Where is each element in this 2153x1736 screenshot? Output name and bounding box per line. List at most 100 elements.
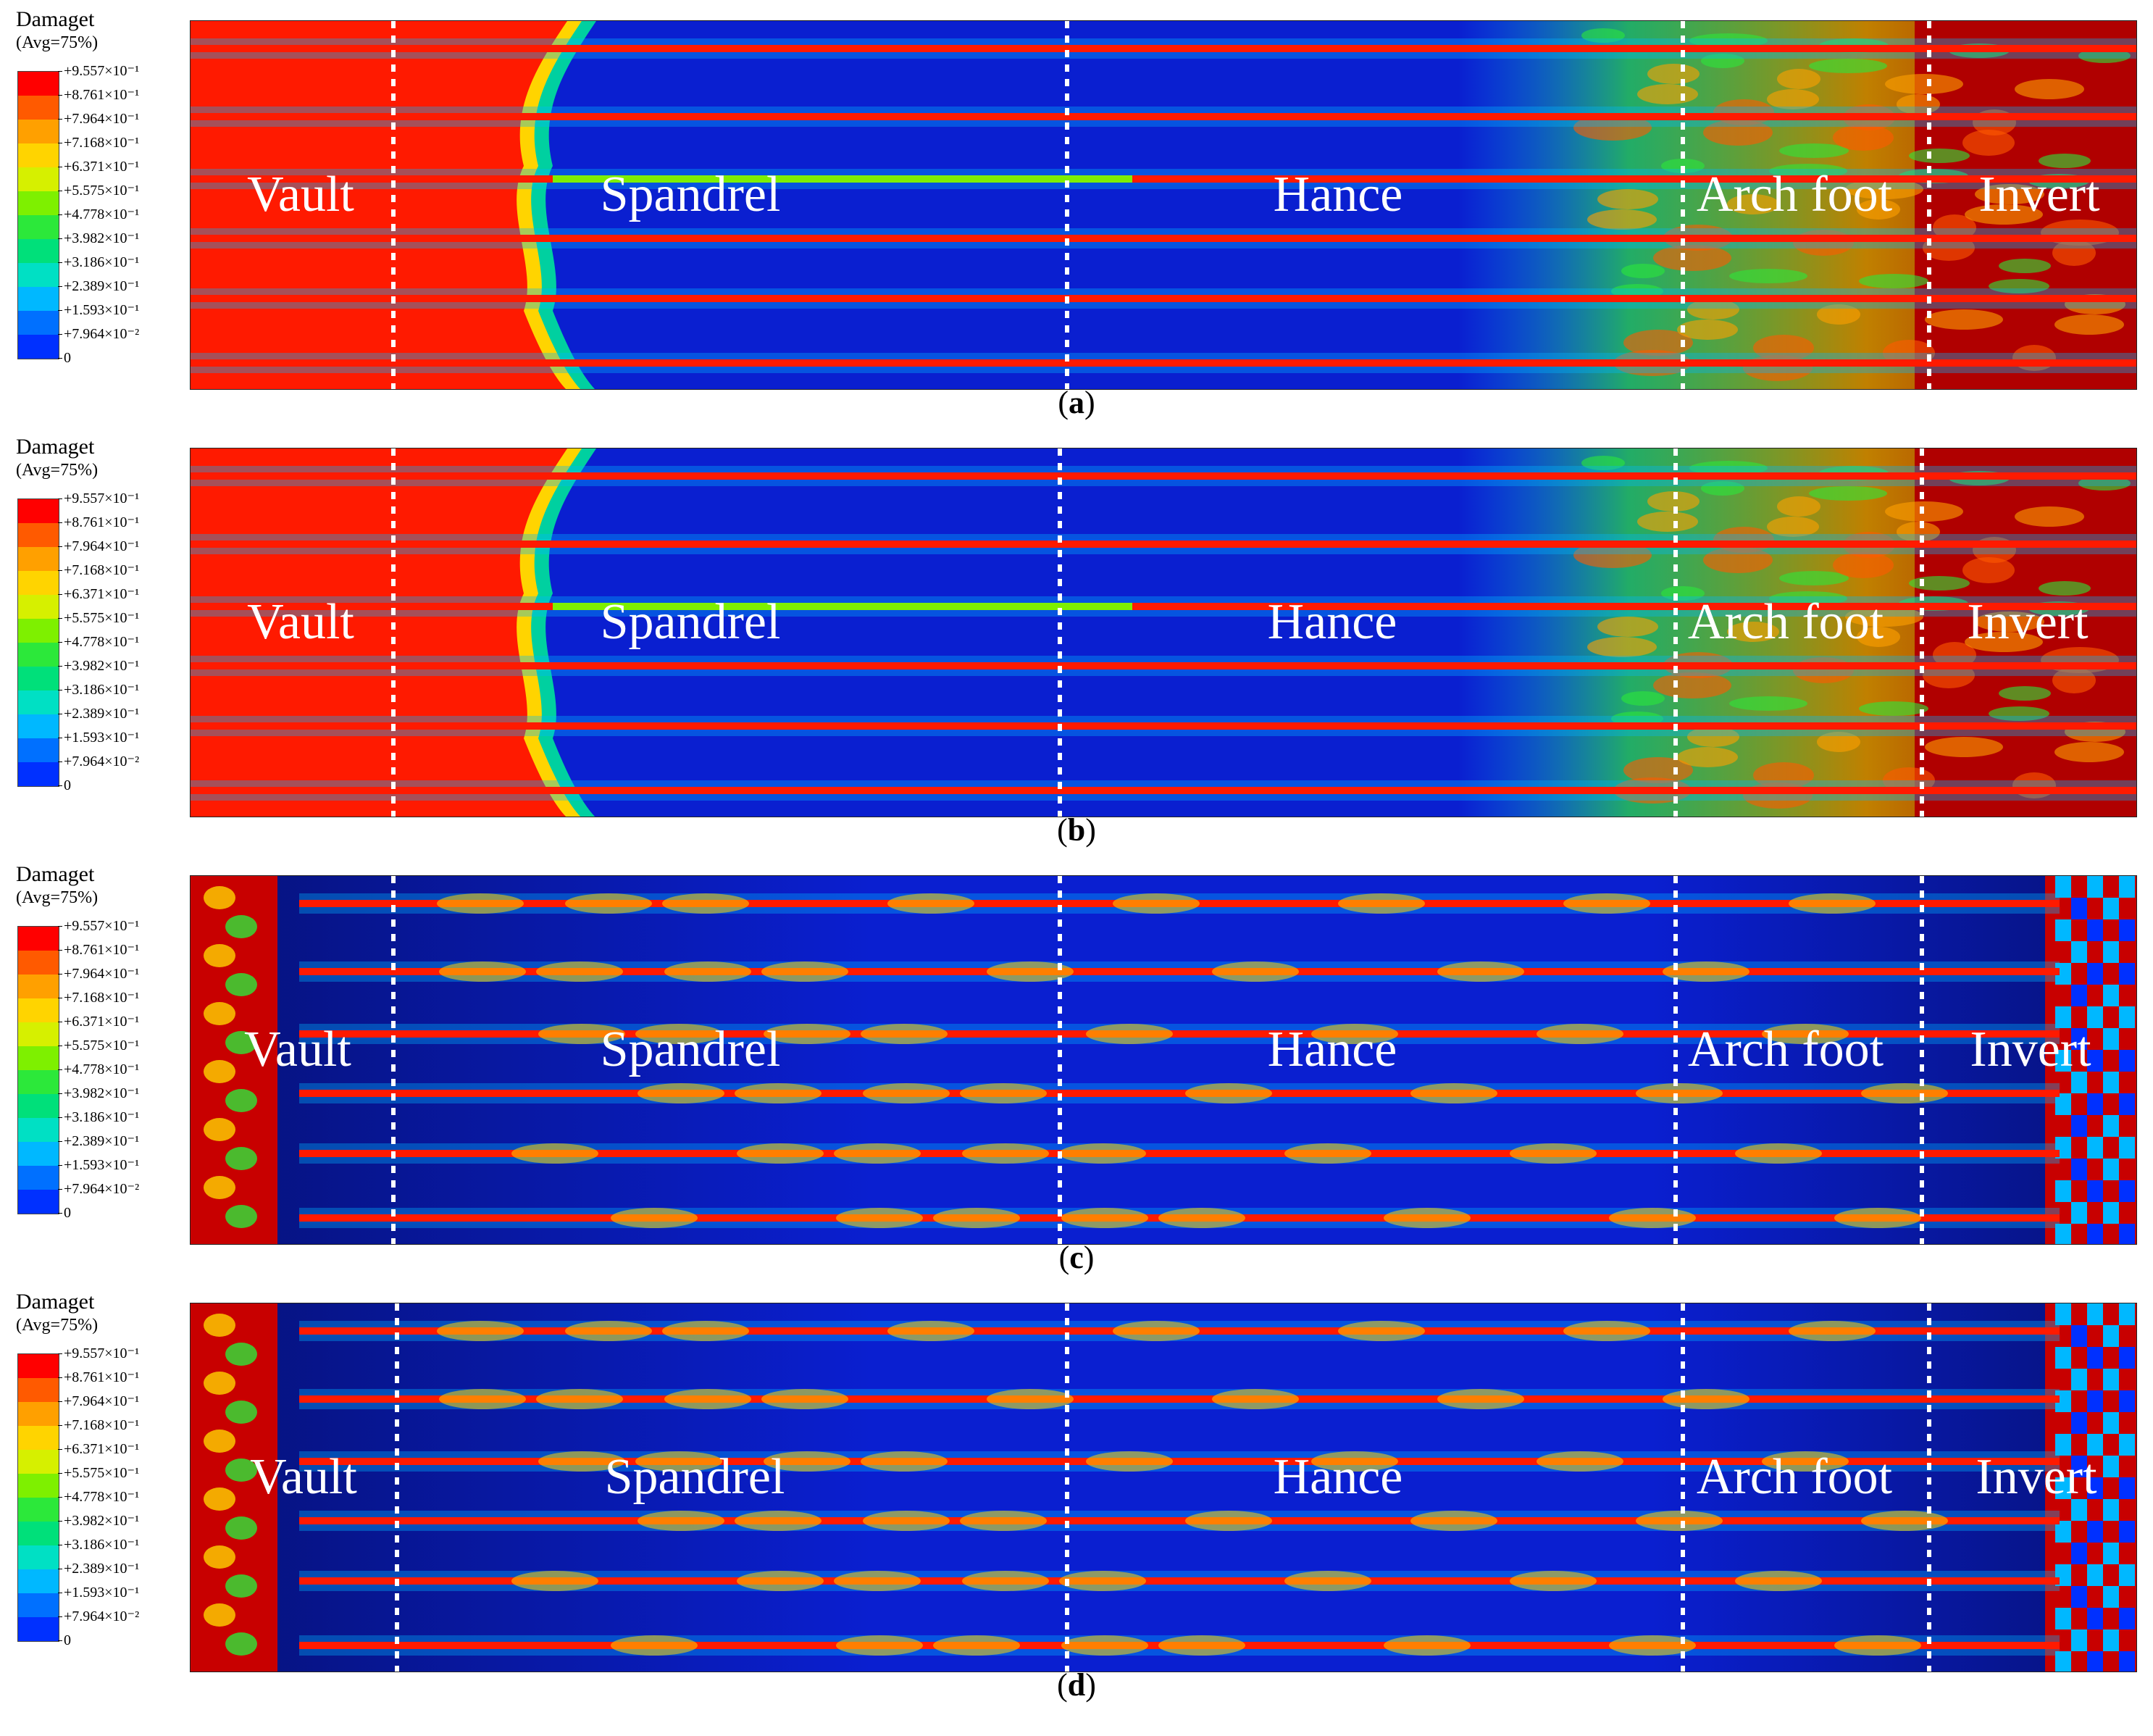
- vault-speck: [225, 973, 257, 996]
- invert-cell: [2087, 963, 2103, 985]
- legend-swatch: [18, 72, 59, 96]
- invert-cell: [2071, 1159, 2087, 1180]
- damage-speck: [1965, 632, 2043, 652]
- invert-cell: [2071, 1629, 2087, 1651]
- panel-caption: (c): [1058, 1240, 1095, 1275]
- vault-speck: [225, 1205, 257, 1228]
- damage-speck: [1933, 642, 1976, 668]
- invert-cell: [2087, 1651, 2103, 1672]
- vault-speck: [204, 944, 235, 967]
- legend-swatch: [18, 951, 59, 975]
- invert-cell: [2119, 1093, 2135, 1115]
- damage-speck: [1677, 320, 1738, 340]
- invert-cell: [2103, 1543, 2119, 1564]
- legend-label: +4.778×10⁻¹: [57, 1489, 140, 1505]
- damage-speck: [1621, 264, 1665, 278]
- bar-damage-spot: [1563, 1321, 1650, 1341]
- bar-damage-spot: [1158, 1635, 1245, 1656]
- map-background: [191, 876, 2136, 1244]
- contour-plot: [191, 1303, 2136, 1672]
- reinforcement-bar: [299, 1458, 2060, 1465]
- legend-swatch: [18, 1617, 59, 1641]
- panel-caption: (d): [1057, 1667, 1096, 1703]
- legend-label: +7.964×10⁻²: [57, 326, 140, 342]
- legend-label: +8.761×10⁻¹: [57, 942, 140, 958]
- bar-damage-spot: [1636, 1083, 1723, 1103]
- invert-cell: [2103, 1028, 2119, 1050]
- bar-damage-spot: [1311, 1451, 1398, 1472]
- bar-damage-spot: [536, 961, 623, 982]
- panel-b: Damaget (Avg=75%) +9.557×10⁻¹ +8.761×10⁻¹…: [0, 427, 2153, 855]
- reinforcement-bar: [191, 235, 2136, 242]
- legend-label: +5.575×10⁻¹: [57, 610, 140, 626]
- zone-label-vault: Vault: [247, 594, 354, 650]
- bar-damage-spot: [1834, 1635, 1921, 1656]
- damage-speck: [1573, 114, 1652, 141]
- zone-label-arch-foot: Arch foot: [1696, 1449, 1893, 1505]
- legend-label: +7.964×10⁻²: [57, 1608, 140, 1624]
- legend-swatch: [18, 1142, 59, 1166]
- legend-label: +8.761×10⁻¹: [57, 1369, 140, 1385]
- invert-cell: [2071, 1456, 2087, 1477]
- legend-title: Damaget: [16, 435, 95, 459]
- panel-d: Damaget (Avg=75%) +9.557×10⁻¹ +8.761×10⁻¹…: [0, 1282, 2153, 1710]
- invert-cell: [2103, 1629, 2119, 1651]
- invert-cell: [2103, 941, 2119, 963]
- invert-cell: [2055, 1477, 2071, 1499]
- invert-cell: [2071, 1325, 2087, 1347]
- vault-speck: [225, 1031, 257, 1054]
- invert-cell: [2071, 1586, 2087, 1608]
- reinforcement-bar: [299, 1090, 2060, 1097]
- legend-label: +7.168×10⁻¹: [57, 135, 140, 151]
- bar-damage-spot: [511, 1571, 598, 1591]
- invert-cell: [2119, 1303, 2135, 1325]
- damage-speck: [1859, 274, 1928, 288]
- invert-cell: [2103, 1325, 2119, 1347]
- legend-label: +6.371×10⁻¹: [57, 159, 140, 175]
- legend-subtitle: (Avg=75%): [16, 1316, 99, 1335]
- reinforcement-bar: [191, 113, 2136, 120]
- vault-speck: [204, 1060, 235, 1083]
- damage-speck: [1727, 622, 1779, 642]
- legend-swatch: [18, 1569, 59, 1593]
- legend-swatch: [18, 1070, 59, 1094]
- reinforcement-bar: [299, 1030, 2060, 1038]
- legend-label: +8.761×10⁻¹: [57, 87, 140, 103]
- bar-damage-spot: [437, 893, 524, 914]
- legend-swatch: [18, 1545, 59, 1569]
- damage-speck: [1581, 456, 1625, 470]
- legend-label: +8.761×10⁻¹: [57, 514, 140, 530]
- damage-speck: [1727, 194, 1779, 214]
- bar-damage-spot: [635, 1024, 722, 1044]
- zone-label-invert: Invert: [1967, 594, 2089, 650]
- legend-swatch: [18, 571, 59, 595]
- legend-swatch: [18, 239, 59, 263]
- legend-swatch: [18, 120, 59, 143]
- map-background: [191, 1303, 2136, 1672]
- bar-damage-spot: [1735, 1143, 1822, 1164]
- invert-cell: [2119, 1180, 2135, 1202]
- legend-color-bar: [17, 926, 59, 1214]
- zone-label-arch-foot: Arch foot: [1696, 167, 1893, 222]
- invert-cell: [2119, 876, 2135, 898]
- bar-damage-spot: [764, 1024, 850, 1044]
- reinforcement-bar: [191, 603, 2136, 610]
- bar-damage-spot: [962, 1143, 1049, 1164]
- invert-cell: [2119, 1224, 2135, 1244]
- bar-damage-spot: [1735, 1571, 1822, 1591]
- legend-label: 0: [58, 1632, 71, 1648]
- damage-speck: [1817, 304, 1860, 325]
- legend-swatch: [18, 1593, 59, 1617]
- bar-damage-spot: [1609, 1208, 1696, 1228]
- invert-cell: [2087, 1564, 2103, 1586]
- zone-label-vault: Vault: [250, 1449, 357, 1505]
- damage-speck: [1677, 747, 1738, 767]
- invert-cell: [2119, 1521, 2135, 1543]
- contour-plot: [191, 876, 2136, 1244]
- damage-speck: [2052, 240, 2096, 266]
- damage-speck: [1897, 522, 1940, 542]
- bar-damage-spot: [1061, 1635, 1148, 1656]
- legend-swatch: [18, 927, 59, 951]
- legend-label: +3.186×10⁻¹: [57, 1109, 140, 1125]
- legend-title: Damaget: [16, 862, 95, 886]
